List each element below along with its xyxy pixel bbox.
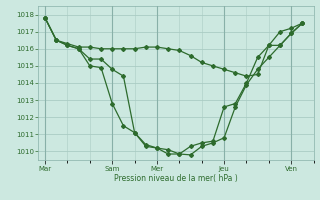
X-axis label: Pression niveau de la mer( hPa ): Pression niveau de la mer( hPa ) [114,174,238,183]
